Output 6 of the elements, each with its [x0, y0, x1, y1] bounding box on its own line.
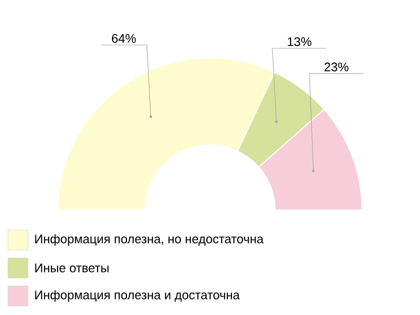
- legend-label: Информация полезна, но недостаточна: [35, 234, 264, 246]
- data-label: 13%: [288, 37, 312, 46]
- data-label: 64%: [112, 34, 136, 43]
- data-label: 23%: [324, 62, 348, 72]
- legend-label: Иные ответы: [35, 264, 109, 272]
- legend-label: Информация полезна и достаточна: [35, 290, 240, 302]
